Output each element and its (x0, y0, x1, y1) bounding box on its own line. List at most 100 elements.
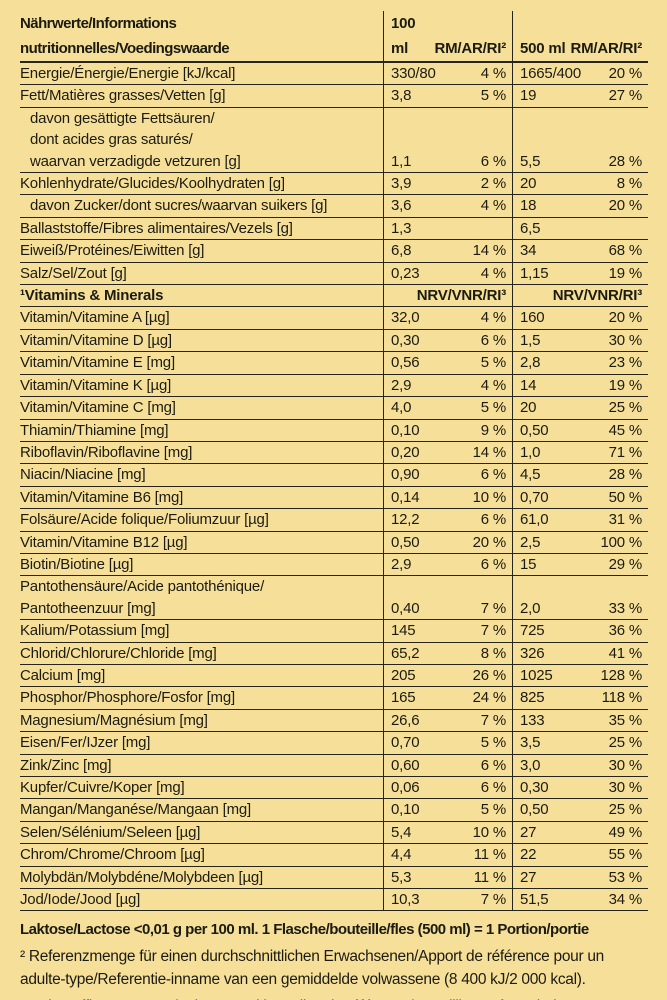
reference-intake-percent: 6 % (480, 466, 506, 484)
amount-value: 15 (520, 555, 537, 573)
nutrient-label: Chrom/Chrome/Chroom [µg] (20, 846, 205, 864)
nutrient-label: Vitamin/Vitamine E [mg] (20, 354, 175, 372)
reference-intake-percent: 55 % (608, 846, 643, 864)
amount-value: 3,8 (391, 87, 412, 105)
amount-value: 205 (391, 666, 416, 684)
reference-intake-percent: 7 % (480, 891, 506, 909)
per-500ml-cell: 1,0 71 % (512, 441, 648, 464)
nutrient-label: Ballaststoffe/Fibres alimentaires/Vezels… (20, 219, 293, 237)
reference-intake-percent: 5 % (480, 734, 506, 752)
amount-value: 22 (520, 846, 537, 864)
reference-intake-percent: 6 % (480, 555, 506, 573)
reference-intake-percent: 8 % (616, 175, 642, 193)
nutrient-row: Jod/Iode/Jood [µg] 10,3 7 % 51,5 34 % (20, 889, 648, 912)
amount-value: 34 (520, 242, 537, 260)
nutrient-label: Calcium [mg] (20, 666, 106, 684)
amount-value: 3,5 (520, 734, 541, 752)
amount-value: 1,5 (520, 331, 541, 349)
per-500ml-cell: 18 20 % (512, 195, 648, 217)
per-100ml-cell: 3,6 4 % (383, 195, 512, 217)
amount-value: 4,0 (391, 399, 412, 417)
reference-intake-percent: NRV/VNR/RI³ (416, 287, 506, 305)
per-100ml-cell: 5,3 11 % (383, 866, 512, 889)
per-500ml-cell: 20 25 % (512, 397, 648, 419)
reference-intake-percent: 100 % (600, 533, 642, 551)
per-500ml-cell: 22 55 % (512, 844, 648, 866)
amount-value: 0,50 (391, 533, 420, 551)
nutrient-row: Molybdän/Molybdéne/Molybdeen [µg] 5,3 11 %… (20, 866, 648, 890)
per-100ml-cell: 0,14 10 % (383, 486, 512, 509)
reference-intake-percent: 5 % (480, 399, 506, 417)
per-100ml-cell: 0,70 5 % (383, 732, 512, 754)
reference-intake-percent: 28 % (608, 152, 643, 170)
reference-intake-percent: 14 % (472, 242, 507, 260)
amount-value: 19 (520, 87, 537, 105)
per-500ml-cell: 825 118 % (512, 687, 648, 709)
nutrient-label: Salz/Sel/Zout [g] (20, 264, 127, 282)
amount-value: 0,50 (520, 421, 549, 439)
reference-intake-percent: 11 % (473, 846, 506, 864)
per-100ml-cell: 2,9 6 % (383, 553, 512, 576)
nutrient-label: Selen/Sélénium/Seleen [µg] (20, 823, 201, 841)
per-100ml-cell: 3,9 2 % (383, 173, 512, 195)
per-100ml-cell: 65,2 8 % (383, 642, 512, 664)
amount-value: 133 (520, 711, 545, 729)
per-100ml-cell: 0,50 20 % (383, 531, 512, 553)
per-100ml-cell: 0,30 6 % (383, 329, 512, 352)
reference-intake-percent: 20 % (608, 197, 643, 215)
reference-intake-percent: 35 % (608, 711, 643, 729)
reference-intake-percent: 10 % (472, 488, 507, 506)
reference-intake-percent: 6 % (480, 152, 506, 170)
amount-value: 2,8 (520, 354, 541, 372)
amount-value: 825 (520, 689, 545, 707)
nutrient-label: Jod/Iode/Jood [µg] (20, 891, 141, 909)
amount-value: 0,70 (520, 488, 549, 506)
nutrient-label: Niacin/Niacine [mg] (20, 466, 146, 484)
nutrient-row: Mangan/Manganése/Mangaan [mg] 0,10 5 % 0,50… (20, 799, 648, 822)
per-100ml-cell: 12,2 6 % (383, 509, 512, 531)
nutrient-label: Molybdän/Molybdéne/Molybdeen [µg] (20, 868, 264, 886)
nutrient-row: Vitamin/Vitamine D [µg] 0,30 6 % 1,5 30 % (20, 329, 648, 353)
table-header-row: Nährwerte/Informations nutritionnelles/V… (20, 11, 648, 63)
nutrient-label: Magnesium/Magnésium [mg] (20, 711, 208, 729)
reference-intake-percent: 33 % (608, 599, 643, 617)
nutrient-row: Vitamin/Vitamine C [mg] 4,0 5 % 20 25 % (20, 397, 648, 420)
per-500ml-cell: 6,5 (512, 217, 648, 240)
amount-value: 0,30 (391, 331, 420, 349)
header-ri-100ml-label: RM/AR/RI² (434, 40, 506, 57)
reference-intake-percent: 29 % (608, 555, 643, 573)
amount-value: 20 (520, 175, 537, 193)
nutrient-label: Thiamin/Thiamine [mg] (20, 421, 169, 439)
nutrient-row: Eisen/Fer/IJzer [mg] 0,70 5 % 3,5 25 % (20, 732, 648, 755)
header-100ml-label: 100 ml (391, 15, 416, 57)
reference-intake-percent: 34 % (608, 891, 643, 909)
nutrient-reference-footnote: ³ Nährstoffbezugswerte/Valeurs nutrition… (20, 996, 630, 1000)
amount-value: 1665/400 (520, 65, 581, 82)
per-100ml-cell: 1,3 (383, 217, 512, 240)
per-500ml-cell: 27 49 % (512, 821, 648, 844)
reference-intake-percent: 4 % (480, 376, 506, 394)
amount-value: 165 (391, 689, 416, 707)
per-100ml-cell: 0,90 6 % (383, 464, 512, 486)
reference-intake-percent: 9 % (480, 421, 506, 439)
per-500ml-cell: 14 19 % (512, 374, 648, 397)
amount-value: 27 (520, 868, 537, 886)
nutrient-row: Kalium/Potassium [mg] 145 7 % 725 36 % (20, 620, 648, 643)
header-500ml-label: 500 ml (520, 40, 566, 57)
reference-intake-percent: 4 % (480, 264, 506, 282)
nutrient-row: Fett/Matières grasses/Vetten [g] 3,8 5 % 19… (20, 85, 648, 108)
amount-value: 0,56 (391, 354, 420, 372)
amount-value: 26,6 (391, 711, 420, 729)
per-500ml-cell: 4,5 28 % (512, 464, 648, 486)
per-500ml-cell: 34 68 % (512, 240, 648, 262)
reference-intake-percent: 50 % (608, 488, 643, 506)
reference-intake-percent: 36 % (608, 622, 643, 640)
nutrient-row: Vitamin/Vitamine K [µg] 2,9 4 % 14 19 % (20, 374, 648, 398)
per-100ml-cell: 4,4 11 % (383, 844, 512, 866)
nutrient-label: ¹Vitamins & Minerals (20, 287, 164, 305)
per-500ml-cell: 2,5 100 % (512, 531, 648, 553)
per-500ml-cell: 0,30 30 % (512, 777, 648, 799)
nutrient-label: Biotin/Biotine [µg] (20, 555, 134, 573)
reference-intake-percent: 41 % (608, 644, 643, 662)
